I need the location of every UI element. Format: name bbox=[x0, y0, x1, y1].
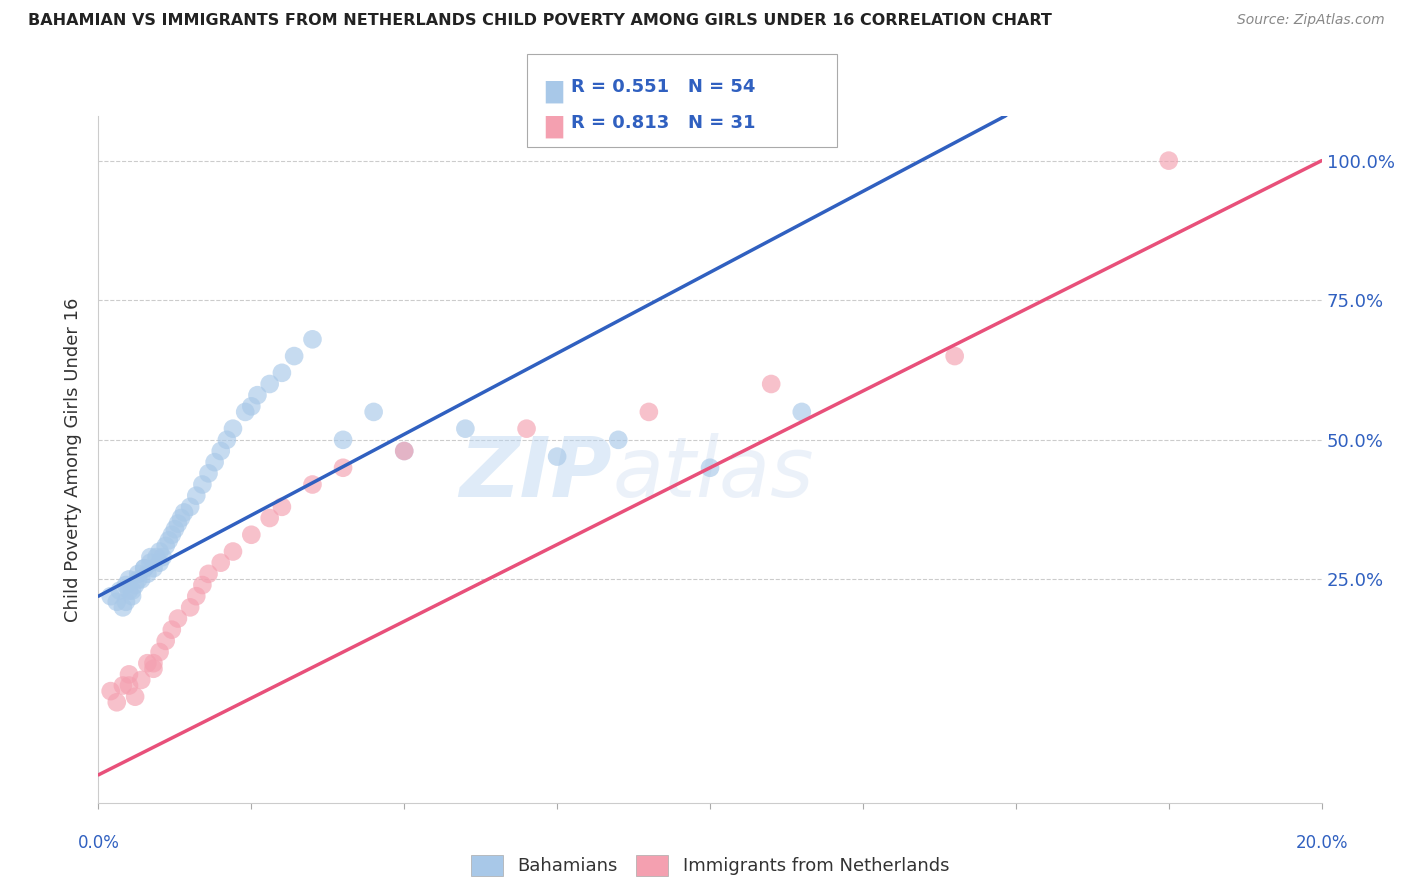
Point bbox=[124, 690, 146, 704]
Point bbox=[699, 460, 721, 475]
Point bbox=[127, 566, 149, 581]
Point bbox=[100, 589, 122, 603]
Text: R = 0.813   N = 31: R = 0.813 N = 31 bbox=[571, 114, 755, 132]
Point bbox=[454, 422, 477, 436]
Point bbox=[240, 400, 263, 414]
Point bbox=[197, 566, 219, 581]
Point bbox=[160, 528, 183, 542]
Point bbox=[100, 684, 122, 698]
Y-axis label: Child Poverty Among Girls Under 16: Child Poverty Among Girls Under 16 bbox=[65, 297, 83, 622]
Point bbox=[246, 388, 269, 402]
Point bbox=[118, 573, 141, 587]
Point bbox=[270, 366, 294, 380]
Point bbox=[191, 477, 214, 491]
Point bbox=[105, 595, 128, 609]
Text: █: █ bbox=[546, 80, 562, 103]
Point bbox=[115, 578, 138, 592]
Point bbox=[215, 433, 238, 447]
Point bbox=[179, 500, 201, 514]
Point bbox=[607, 433, 630, 447]
Point bbox=[186, 489, 208, 503]
Point bbox=[127, 573, 149, 587]
Point bbox=[546, 450, 568, 464]
Point bbox=[149, 556, 172, 570]
Point bbox=[209, 556, 232, 570]
Point bbox=[149, 544, 172, 558]
Point bbox=[204, 455, 226, 469]
Point bbox=[121, 589, 143, 603]
Text: █: █ bbox=[546, 116, 562, 138]
Point bbox=[222, 544, 245, 558]
Point bbox=[167, 611, 190, 625]
Point bbox=[638, 405, 661, 419]
Point bbox=[129, 573, 152, 587]
Text: 20.0%: 20.0% bbox=[1295, 834, 1348, 852]
Point bbox=[142, 662, 165, 676]
Point bbox=[209, 444, 232, 458]
Point bbox=[152, 550, 174, 565]
Point bbox=[392, 444, 416, 458]
Point bbox=[108, 583, 131, 598]
Point bbox=[170, 511, 193, 525]
Point bbox=[943, 349, 966, 363]
Text: BAHAMIAN VS IMMIGRANTS FROM NETHERLANDS CHILD POVERTY AMONG GIRLS UNDER 16 CORRE: BAHAMIAN VS IMMIGRANTS FROM NETHERLANDS … bbox=[28, 13, 1052, 29]
Point bbox=[157, 533, 180, 548]
Point bbox=[1157, 153, 1180, 168]
Point bbox=[134, 561, 156, 575]
Text: atlas: atlas bbox=[612, 433, 814, 514]
Text: R = 0.551   N = 54: R = 0.551 N = 54 bbox=[571, 78, 755, 96]
Point bbox=[233, 405, 256, 419]
Point bbox=[121, 583, 143, 598]
Point bbox=[139, 556, 162, 570]
Point bbox=[105, 695, 128, 709]
Point bbox=[259, 376, 281, 391]
Point bbox=[155, 539, 177, 553]
Point bbox=[259, 511, 281, 525]
Point bbox=[761, 376, 783, 391]
Point bbox=[118, 679, 141, 693]
Point bbox=[145, 550, 167, 565]
Point bbox=[134, 561, 156, 575]
Point bbox=[179, 600, 201, 615]
Point bbox=[115, 595, 138, 609]
Point bbox=[136, 656, 159, 670]
Point bbox=[301, 477, 323, 491]
Point bbox=[142, 656, 165, 670]
Point bbox=[129, 673, 152, 687]
Point bbox=[332, 460, 354, 475]
Point bbox=[186, 589, 208, 603]
Point bbox=[332, 433, 354, 447]
Point bbox=[155, 633, 177, 648]
Point bbox=[111, 600, 134, 615]
Point bbox=[167, 516, 190, 531]
Point bbox=[149, 645, 172, 659]
Point bbox=[124, 578, 146, 592]
Point bbox=[173, 505, 195, 519]
Point bbox=[163, 522, 186, 536]
Point bbox=[197, 467, 219, 481]
Point bbox=[363, 405, 385, 419]
Point bbox=[222, 422, 245, 436]
Legend: Bahamians, Immigrants from Netherlands: Bahamians, Immigrants from Netherlands bbox=[464, 847, 956, 883]
Point bbox=[790, 405, 813, 419]
Point bbox=[139, 550, 162, 565]
Point bbox=[118, 667, 141, 681]
Text: Source: ZipAtlas.com: Source: ZipAtlas.com bbox=[1237, 13, 1385, 28]
Point bbox=[301, 332, 323, 346]
Text: 0.0%: 0.0% bbox=[77, 834, 120, 852]
Point bbox=[270, 500, 294, 514]
Point bbox=[136, 566, 159, 581]
Point bbox=[240, 528, 263, 542]
Point bbox=[118, 583, 141, 598]
Point bbox=[191, 578, 214, 592]
Point bbox=[516, 422, 538, 436]
Point bbox=[142, 561, 165, 575]
Point bbox=[160, 623, 183, 637]
Text: ZIP: ZIP bbox=[460, 433, 612, 514]
Point bbox=[392, 444, 416, 458]
Point bbox=[111, 679, 134, 693]
Point bbox=[283, 349, 305, 363]
